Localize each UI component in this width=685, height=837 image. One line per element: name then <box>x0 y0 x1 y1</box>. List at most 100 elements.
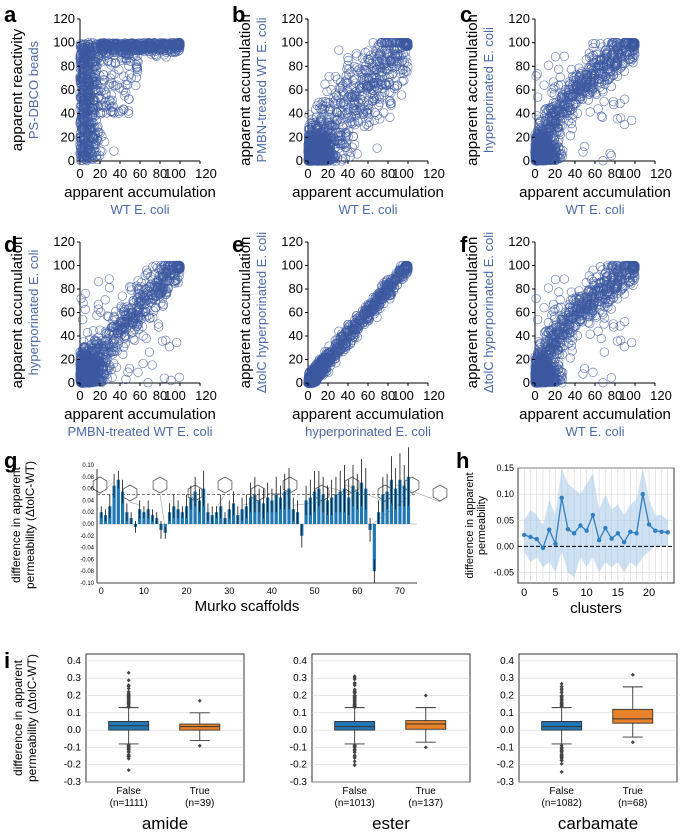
y-tick-label: 80 <box>61 281 75 296</box>
data-point <box>174 372 184 382</box>
y-tick-label: 100 <box>508 35 530 50</box>
data-point <box>100 295 110 305</box>
x-tick-label: 120 <box>195 166 217 181</box>
y-tick-label: 20 <box>61 129 75 144</box>
data-point <box>593 104 603 114</box>
x-axis-label: apparent accumulation <box>292 184 444 201</box>
data-point <box>606 151 616 161</box>
y-axis-label: apparent accumulation <box>9 237 26 389</box>
y-tick-label: 100 <box>53 35 75 50</box>
data-point <box>124 70 135 80</box>
data-point <box>126 73 137 83</box>
data-point <box>93 276 104 287</box>
x-tick-label: 40 <box>113 388 127 403</box>
x-tick-label: 120 <box>650 166 672 181</box>
data-point <box>532 69 542 79</box>
panel-label-g: g <box>4 448 17 473</box>
data-point <box>151 51 162 61</box>
y-tick-label: 60 <box>61 305 75 320</box>
y-tick-label: 0 <box>296 153 303 168</box>
data-point <box>348 81 359 91</box>
data-point <box>93 304 104 314</box>
data-point <box>619 119 630 130</box>
x-axis-label: apparent accumulation <box>64 184 216 201</box>
y-tick-label: 120 <box>281 11 303 26</box>
y-tick-label: 40 <box>516 106 530 121</box>
panel-label-f: f <box>460 232 468 257</box>
data-point <box>164 342 175 352</box>
y-axis-label: apparent reactivity <box>9 28 26 151</box>
panel-label-h: h <box>456 448 469 473</box>
data-points <box>75 38 185 166</box>
x-tick-label: 40 <box>568 166 582 181</box>
y-tick-label: 80 <box>61 58 75 73</box>
x-tick-label: 100 <box>392 166 414 181</box>
data-point <box>543 60 554 70</box>
data-point <box>99 137 110 147</box>
x-tick-label: 20 <box>93 166 107 181</box>
data-point <box>95 146 105 156</box>
x-tick-label: 100 <box>164 388 186 403</box>
data-point <box>559 51 569 61</box>
x-tick-label: 120 <box>423 166 445 181</box>
data-point <box>109 146 119 156</box>
data-point <box>104 274 114 284</box>
x-tick-label: 100 <box>619 166 641 181</box>
y-tick-label: 40 <box>61 106 75 121</box>
y-tick-label: 0 <box>523 153 530 168</box>
data-point <box>372 143 382 153</box>
x-tick-label: 60 <box>588 166 602 181</box>
data-point <box>539 80 549 90</box>
x-tick-label: 20 <box>548 166 562 181</box>
x-tick-label: 0 <box>531 166 538 181</box>
y-tick-label: 20 <box>61 352 75 367</box>
data-point <box>94 150 105 161</box>
y-tick-label: 40 <box>61 328 75 343</box>
x-tick-label: 20 <box>321 166 335 181</box>
panel-label-b: b <box>232 2 245 27</box>
data-points <box>303 260 413 388</box>
x-axis-sublabel: WT E. coli <box>566 202 625 217</box>
data-point <box>108 101 118 111</box>
x-tick-label: 0 <box>76 166 83 181</box>
x-axis-label: apparent accumulation <box>64 406 216 423</box>
data-point <box>132 56 142 66</box>
data-point <box>122 55 132 66</box>
data-point <box>117 291 127 301</box>
data-point <box>114 83 125 93</box>
x-tick-label: 60 <box>133 166 147 181</box>
data-point <box>138 358 148 369</box>
y-tick-label: 60 <box>516 82 530 97</box>
y-tick-label: 20 <box>516 129 530 144</box>
y-tick-label: 100 <box>53 258 75 273</box>
data-point <box>112 80 122 90</box>
data-point <box>385 112 395 123</box>
x-tick-label: 60 <box>361 166 375 181</box>
data-point <box>330 71 340 82</box>
data-point <box>104 283 115 293</box>
data-point <box>133 56 143 67</box>
data-point <box>109 108 119 118</box>
y-tick-label: 40 <box>289 106 303 121</box>
data-point <box>106 78 117 88</box>
y-axis-label: apparent accumulation <box>464 14 481 166</box>
y-tick-label: 80 <box>289 58 303 73</box>
y-tick-label: 80 <box>516 58 530 73</box>
data-point <box>352 149 362 159</box>
x-tick-label: 60 <box>133 388 147 403</box>
data-point <box>599 96 609 107</box>
x-axis-label: apparent accumulation <box>519 184 671 201</box>
data-points <box>530 38 640 166</box>
x-axis-sublabel: WT E. coli <box>339 202 398 217</box>
data-point <box>119 71 129 81</box>
y-axis-sublabel: hyperporinated E. coli <box>26 250 41 376</box>
data-point <box>131 72 142 83</box>
y-axis-sublabel: PS-DBCO beads <box>26 40 41 139</box>
panel-label-i: i <box>4 648 10 673</box>
y-tick-label: 0 <box>68 153 75 168</box>
data-point <box>131 80 141 91</box>
